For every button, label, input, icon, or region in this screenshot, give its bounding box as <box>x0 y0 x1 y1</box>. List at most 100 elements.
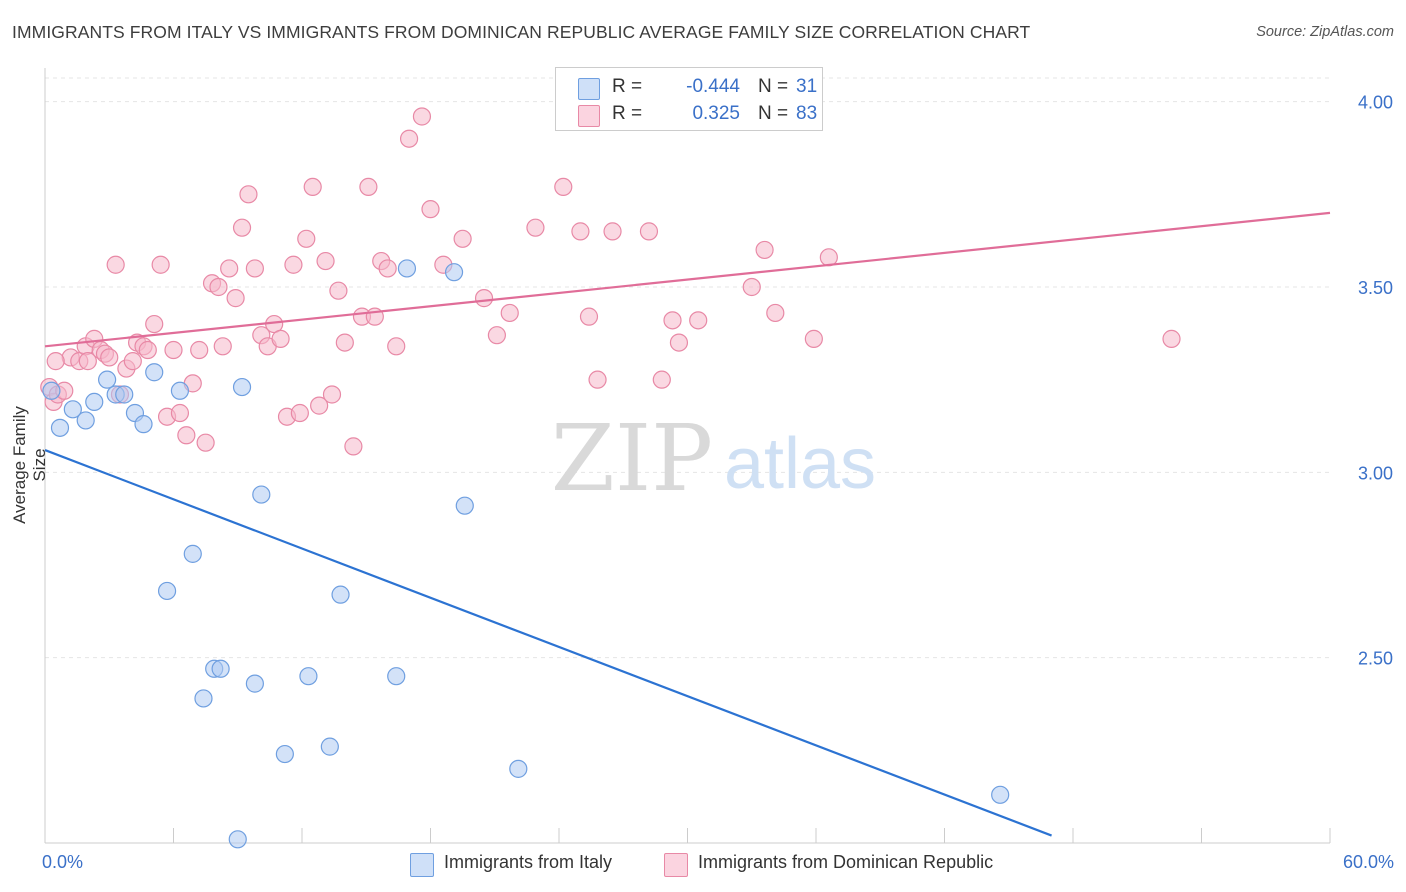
italy-point-21 <box>275 744 294 764</box>
legend-n-value-dr: 83 <box>796 103 818 124</box>
x-axis-min-label: 0.0% <box>42 852 84 872</box>
dr-point-28 <box>209 277 228 297</box>
source-label: Source: ZipAtlas.com <box>1256 24 1394 40</box>
dr-point-22 <box>170 403 190 423</box>
x-axis-max-label: 60.0% <box>1342 852 1394 872</box>
y-tick-label-1: 3.00 <box>1358 463 1393 483</box>
dr-point-82 <box>78 352 97 371</box>
italy-point-20 <box>252 485 271 504</box>
legend-n-label: N = <box>758 103 789 124</box>
dr-point-62 <box>487 326 506 345</box>
dr-point-74 <box>689 311 708 330</box>
dr-point-47 <box>329 281 348 300</box>
dr-point-54 <box>378 259 397 278</box>
italy-point-10 <box>145 363 164 382</box>
dr-point-32 <box>232 218 252 237</box>
dr-point-43 <box>303 177 322 197</box>
dr-point-80 <box>1162 329 1181 348</box>
watermark: ZIP atlas <box>551 405 876 512</box>
italy-point-22 <box>299 667 318 686</box>
dr-point-51 <box>359 177 378 197</box>
bottom-legend-label-italy: Immigrants from Italy <box>444 852 613 872</box>
dr-point-45 <box>316 251 335 271</box>
axes <box>44 68 1331 844</box>
dr-point-70 <box>639 222 659 241</box>
dr-point-33 <box>239 185 258 204</box>
dr-point-57 <box>412 107 432 126</box>
legend-n-value-italy: 31 <box>796 76 818 97</box>
series-dominican-republic-points <box>40 107 1181 456</box>
y-tick-label-2: 3.50 <box>1358 278 1393 298</box>
dr-point-56 <box>399 129 419 148</box>
legend-swatch-dr <box>578 105 600 127</box>
dr-point-49 <box>344 437 363 456</box>
dr-point-17 <box>138 340 157 360</box>
italy-point-9 <box>134 415 153 434</box>
italy-point-0 <box>42 381 61 400</box>
italy-point-19 <box>245 674 264 693</box>
dr-point-18 <box>145 314 164 334</box>
series-italy-points <box>42 259 1010 849</box>
watermark-zip: ZIP <box>551 405 713 512</box>
legend-r-label: R = <box>612 76 643 97</box>
italy-point-23 <box>320 737 339 756</box>
bottom-legend-swatch-italy <box>410 853 434 877</box>
dr-point-55 <box>387 337 406 356</box>
italy-point-28 <box>455 496 474 515</box>
italy-trend-line <box>44 449 1052 837</box>
dr-point-66 <box>571 222 590 241</box>
dr-point-60 <box>453 229 472 248</box>
bottom-legend-label-dr: Immigrants from Dominican Republic <box>698 852 994 872</box>
italy-point-29 <box>509 759 528 778</box>
legend-swatch-italy <box>578 78 600 100</box>
italy-point-16 <box>211 659 230 678</box>
italy-point-3 <box>76 411 95 430</box>
legend-r-value-dr: 0.325 <box>692 103 740 124</box>
dr-point-78 <box>804 329 823 348</box>
italy-point-12 <box>170 381 190 400</box>
italy-point-4 <box>85 392 104 411</box>
legend-r-label: R = <box>612 103 643 124</box>
dr-point-76 <box>755 240 774 260</box>
watermark-atlas: atlas <box>724 424 876 504</box>
italy-point-17 <box>228 830 247 849</box>
trend-lines <box>44 211 1331 837</box>
dr-point-44 <box>310 396 329 415</box>
dr-point-81 <box>46 352 65 371</box>
bottom-legend-swatch-dr <box>664 853 688 877</box>
y-tick-label-3: 4.00 <box>1358 93 1393 113</box>
italy-point-25 <box>387 667 406 686</box>
dr-point-75 <box>742 277 761 297</box>
legend-r-value-italy: -0.444 <box>686 76 740 97</box>
y-tick-labels: 2.50 3.00 3.50 4.00 <box>1358 93 1393 669</box>
dr-point-64 <box>526 218 545 237</box>
dr-point-23 <box>177 426 196 445</box>
italy-point-26 <box>397 259 417 278</box>
dr-point-65 <box>554 177 573 197</box>
legend-n-label: N = <box>758 76 789 97</box>
italy-point-1 <box>50 418 70 437</box>
chart-title: IMMIGRANTS FROM ITALY VS IMMIGRANTS FROM… <box>12 22 1031 42</box>
italy-point-24 <box>331 585 350 604</box>
italy-point-11 <box>157 581 177 601</box>
dr-point-19 <box>151 255 170 274</box>
dr-point-21 <box>164 340 183 360</box>
dr-point-69 <box>603 222 622 241</box>
italy-point-13 <box>183 544 202 563</box>
dr-point-25 <box>190 340 209 360</box>
y-tick-label-0: 2.50 <box>1358 649 1393 669</box>
dr-point-10 <box>100 348 119 367</box>
dr-point-11 <box>106 255 125 274</box>
y-axis-label: Average Family Size <box>10 406 49 524</box>
dr-point-29 <box>213 337 232 356</box>
italy-point-7 <box>115 385 134 404</box>
dr-point-72 <box>663 311 682 330</box>
dr-point-40 <box>284 255 303 274</box>
italy-point-30 <box>991 785 1010 804</box>
dr-point-31 <box>226 289 245 308</box>
dr-point-67 <box>579 307 599 326</box>
dr-point-77 <box>766 303 785 323</box>
dr-point-14 <box>123 352 142 371</box>
dr-point-38 <box>271 329 290 348</box>
